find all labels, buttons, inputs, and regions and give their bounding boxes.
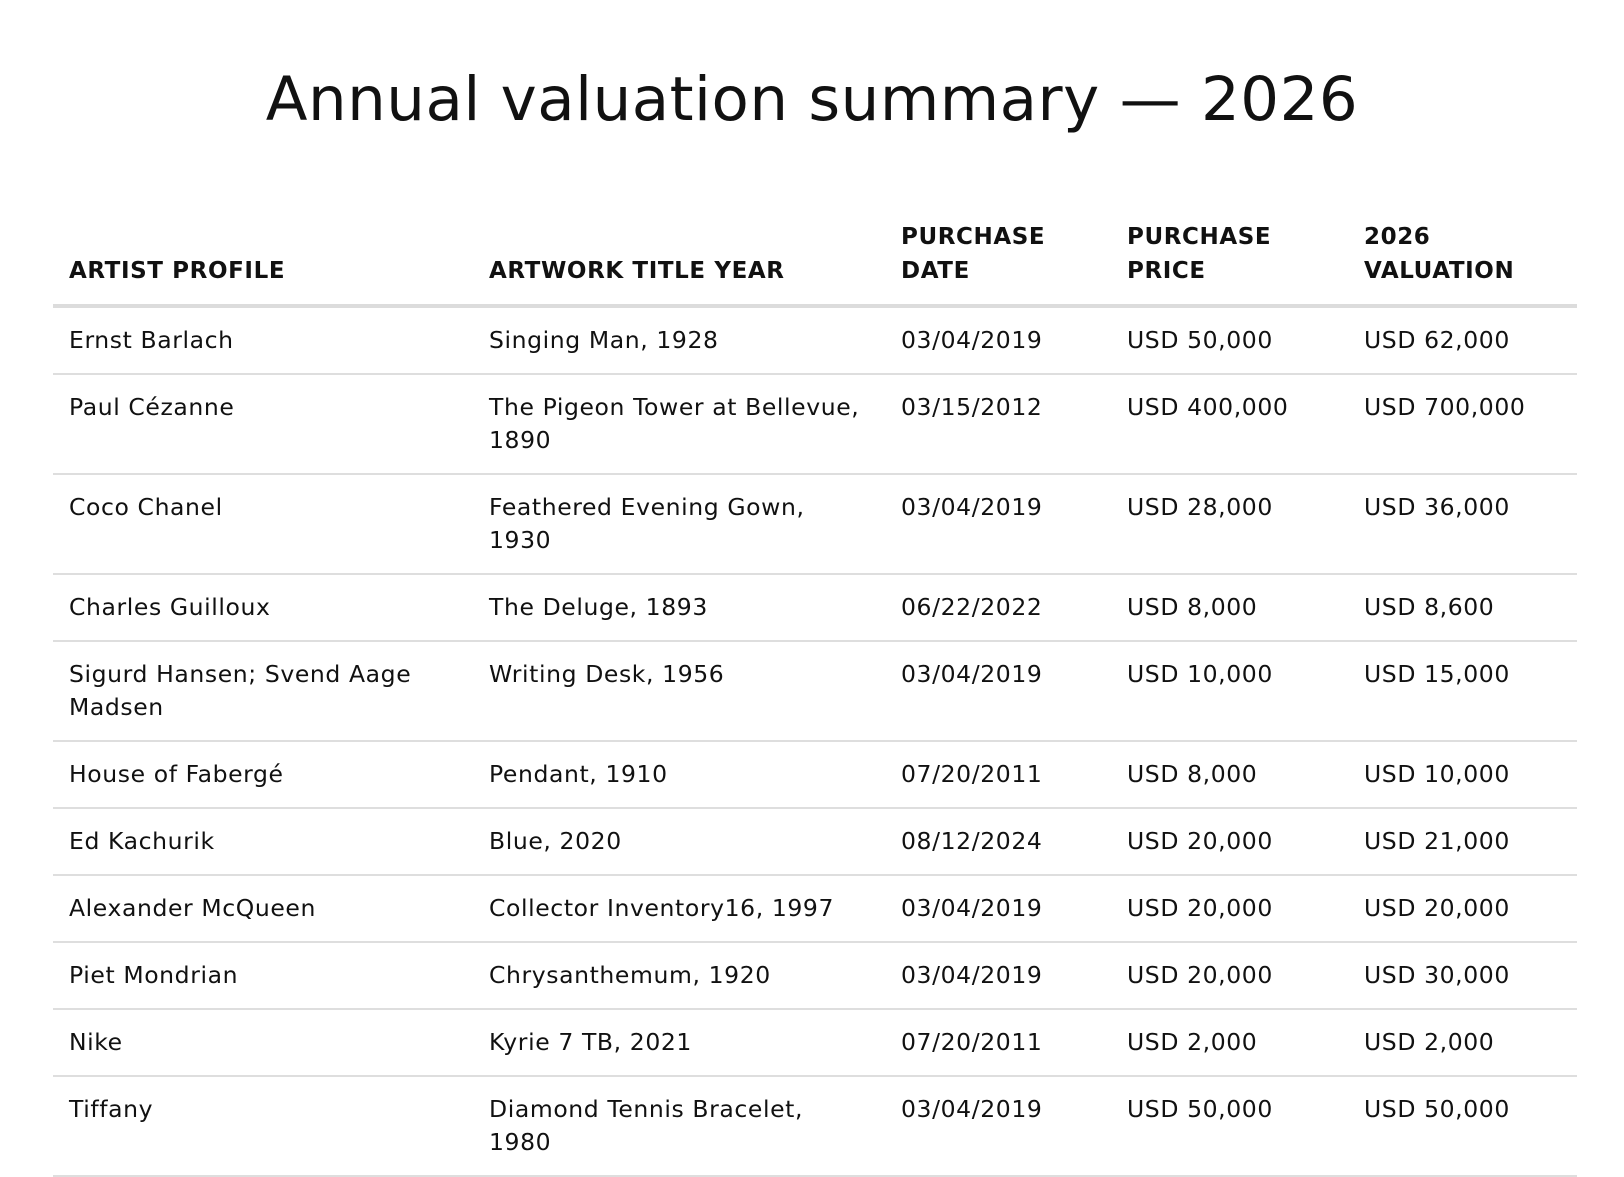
cell-purchase-date: 06/22/2022 [885,574,1111,642]
cell-purchase-price: USD 8,000 [1111,574,1348,642]
cell-purchase-date: 07/20/2011 [885,741,1111,809]
cell-artist-profile: Coco Chanel [53,474,473,575]
cell-purchase-price: USD 20,000 [1111,942,1348,1010]
column-header-2026-valuation: 2026 VALUATION [1348,220,1577,308]
cell-purchase-date: 03/04/2019 [885,641,1111,742]
cell-purchase-date: 03/04/2019 [885,1076,1111,1177]
cell-artist-profile: Tiffany [53,1076,473,1177]
cell-artist-profile: Alexander McQueen [53,875,473,943]
cell-artwork-title-year: The Pigeon Tower at Bellevue, 1890 [473,374,885,475]
table-row: Ernst Barlach Singing Man, 1928 03/04/20… [53,306,1577,375]
page-title: Annual valuation summary — 2026 [265,64,1359,135]
cell-2026-valuation: USD 21,000 [1348,808,1577,876]
cell-purchase-date: 03/04/2019 [885,474,1111,575]
cell-2026-valuation: USD 30,000 [1348,942,1577,1010]
cell-artwork-title-year: Feathered Evening Gown, 1930 [473,474,885,575]
header-line-1: PURCHASE [1127,224,1272,250]
cell-artwork-title-year: Collector Inventory16, 1997 [473,875,885,943]
cell-2026-valuation: USD 62,000 [1348,306,1577,375]
cell-purchase-date: 03/04/2019 [885,942,1111,1010]
cell-artist-profile: Sigurd Hansen; Svend Aage Madsen [53,641,473,742]
cell-artist-profile: Piet Mondrian [53,942,473,1010]
cell-artist-profile: Charles Guilloux [53,574,473,642]
cell-purchase-price: USD 20,000 [1111,808,1348,876]
cell-artist-profile: Ed Kachurik [53,808,473,876]
cell-purchase-price: USD 8,000 [1111,741,1348,809]
table-row: Alexander McQueen Collector Inventory16,… [53,875,1577,943]
cell-artist-profile: Ernst Barlach [53,306,473,375]
cell-2026-valuation: USD 15,000 [1348,641,1577,742]
table-row: Nike Kyrie 7 TB, 2021 07/20/2011 USD 2,0… [53,1009,1577,1077]
cell-2026-valuation: USD 2,000 [1348,1009,1577,1077]
header-line-2: VALUATION [1364,258,1515,284]
cell-artist-profile: House of Fabergé [53,741,473,809]
cell-2026-valuation: USD 50,000 [1348,1076,1577,1177]
column-header-purchase-date: PURCHASE DATE [885,220,1111,308]
table-row: Paul Cézanne The Pigeon Tower at Bellevu… [53,374,1577,475]
table-row: House of Fabergé Pendant, 1910 07/20/201… [53,741,1577,809]
cell-artist-profile: Paul Cézanne [53,374,473,475]
cell-purchase-price: USD 50,000 [1111,306,1348,375]
cell-artwork-title-year: Blue, 2020 [473,808,885,876]
cell-2026-valuation: USD 700,000 [1348,374,1577,475]
cell-purchase-price: USD 28,000 [1111,474,1348,575]
cell-purchase-date: 03/04/2019 [885,306,1111,375]
cell-artwork-title-year: Diamond Tennis Bracelet, 1980 [473,1076,885,1177]
table-row: Tiffany Diamond Tennis Bracelet, 1980 03… [53,1076,1577,1177]
column-header-purchase-price: PURCHASE PRICE [1111,220,1348,308]
header-line-2: ARTIST PROFILE [69,258,286,284]
header-line-2: PRICE [1127,258,1206,284]
column-header-artwork-title-year: ARTWORK TITLE YEAR [473,220,885,308]
header-line-2: ARTWORK TITLE YEAR [489,258,785,284]
cell-artwork-title-year: Kyrie 7 TB, 2021 [473,1009,885,1077]
table-row: Ed Kachurik Blue, 2020 08/12/2024 USD 20… [53,808,1577,876]
cell-artwork-title-year: Singing Man, 1928 [473,306,885,375]
cell-purchase-price: USD 2,000 [1111,1009,1348,1077]
cell-purchase-date: 07/20/2011 [885,1009,1111,1077]
table-row: Charles Guilloux The Deluge, 1893 06/22/… [53,574,1577,642]
table-row: Coco Chanel Feathered Evening Gown, 1930… [53,474,1577,575]
cell-purchase-price: USD 400,000 [1111,374,1348,475]
header-line-1: PURCHASE [901,224,1046,250]
cell-2026-valuation: USD 10,000 [1348,741,1577,809]
cell-purchase-price: USD 10,000 [1111,641,1348,742]
cell-artwork-title-year: Writing Desk, 1956 [473,641,885,742]
header-line-1: 2026 [1364,224,1431,250]
table-row: Piet Mondrian Chrysanthemum, 1920 03/04/… [53,942,1577,1010]
cell-purchase-date: 03/15/2012 [885,374,1111,475]
column-header-artist-profile: ARTIST PROFILE [53,220,473,308]
cell-purchase-price: USD 20,000 [1111,875,1348,943]
valuation-table: ARTIST PROFILE ARTWORK TITLE YEAR PURCHA… [53,220,1577,1177]
cell-artist-profile: Nike [53,1009,473,1077]
table-header-row: ARTIST PROFILE ARTWORK TITLE YEAR PURCHA… [53,220,1577,308]
cell-artwork-title-year: Chrysanthemum, 1920 [473,942,885,1010]
header-line-2: DATE [901,258,970,284]
cell-purchase-date: 03/04/2019 [885,875,1111,943]
cell-artwork-title-year: The Deluge, 1893 [473,574,885,642]
cell-artwork-title-year: Pendant, 1910 [473,741,885,809]
cell-2026-valuation: USD 8,600 [1348,574,1577,642]
table-row: Sigurd Hansen; Svend Aage Madsen Writing… [53,641,1577,742]
cell-purchase-price: USD 50,000 [1111,1076,1348,1177]
document-page: Annual valuation summary — 2026 ARTIST P… [53,64,1577,1177]
cell-2026-valuation: USD 36,000 [1348,474,1577,575]
cell-purchase-date: 08/12/2024 [885,808,1111,876]
cell-2026-valuation: USD 20,000 [1348,875,1577,943]
